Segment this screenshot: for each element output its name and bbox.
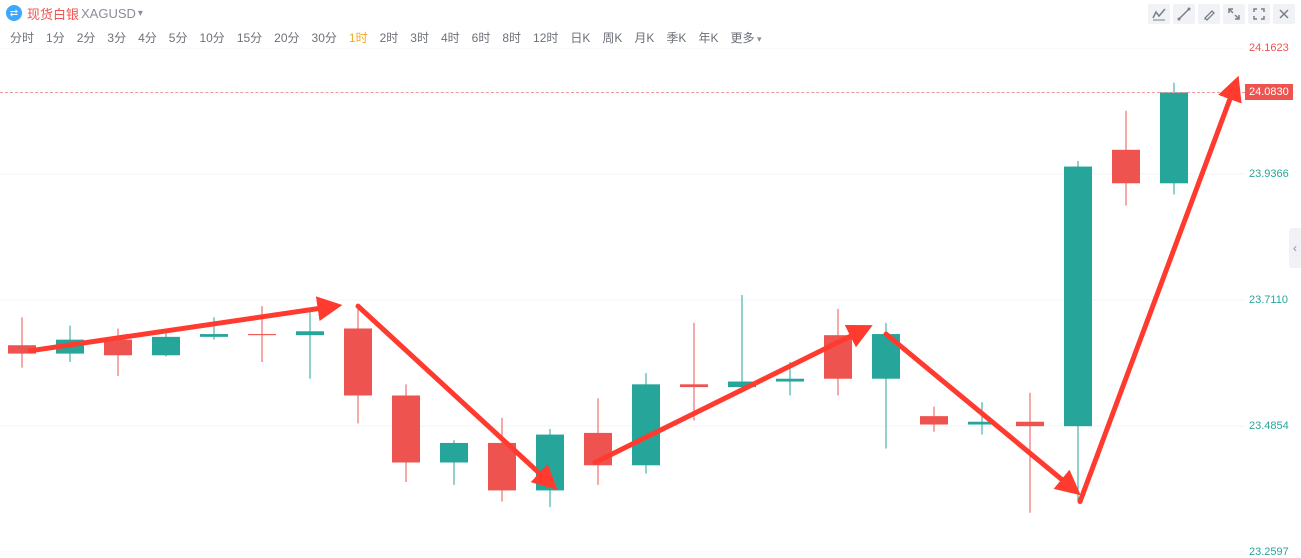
brush-icon[interactable] xyxy=(1198,4,1220,24)
timeframe-3分[interactable]: 3分 xyxy=(107,29,126,46)
y-tick-label: 23.4854 xyxy=(1249,420,1289,432)
timeframe-12时[interactable]: 12时 xyxy=(533,29,558,46)
timeframe-5分[interactable]: 5分 xyxy=(169,29,188,46)
candlestick-chart xyxy=(0,48,1245,552)
timeframe-more[interactable]: 更多 xyxy=(730,29,761,46)
timeframe-2时[interactable]: 2时 xyxy=(380,29,399,46)
close-icon[interactable] xyxy=(1273,4,1295,24)
indicator-icon[interactable] xyxy=(1148,4,1170,24)
timeframe-10分[interactable]: 10分 xyxy=(199,29,224,46)
drawings-icon[interactable] xyxy=(1173,4,1195,24)
timeframe-1分[interactable]: 1分 xyxy=(46,29,65,46)
asset-symbol: XAGUSD xyxy=(81,6,136,21)
side-expand-tab[interactable]: ‹ xyxy=(1289,228,1301,268)
asset-name-cn: 现货白银 xyxy=(27,4,79,23)
symbol-dropdown-icon[interactable]: ▾ xyxy=(138,8,143,19)
timeframe-15分[interactable]: 15分 xyxy=(237,29,262,46)
asset-badge-icon: ⇄ xyxy=(6,5,22,21)
timeframe-年K[interactable]: 年K xyxy=(698,29,718,46)
timeframe-20分[interactable]: 20分 xyxy=(274,29,299,46)
timeframe-分时[interactable]: 分时 xyxy=(10,29,34,46)
timeframe-bar: 分时 1分 2分 3分 4分 5分 10分 15分 20分 30分 1时 2时 3时 4时 6时 8时 12时日… xyxy=(0,26,1301,48)
timeframe-日K[interactable]: 日K xyxy=(570,29,590,46)
timeframe-1时[interactable]: 1时 xyxy=(349,29,368,46)
timeframe-季K[interactable]: 季K xyxy=(666,29,686,46)
fullscreen-icon[interactable] xyxy=(1248,4,1270,24)
timeframe-周K[interactable]: 周K xyxy=(602,29,622,46)
expand-icon[interactable] xyxy=(1223,4,1245,24)
timeframe-8时[interactable]: 8时 xyxy=(502,29,521,46)
chart-area[interactable] xyxy=(0,48,1245,552)
timeframe-月K[interactable]: 月K xyxy=(634,29,654,46)
timeframe-3时[interactable]: 3时 xyxy=(410,29,429,46)
y-tick-label: 24.1623 xyxy=(1249,42,1289,54)
y-tick-label: 23.9366 xyxy=(1249,168,1289,180)
toolbar xyxy=(1148,4,1295,24)
timeframe-4时[interactable]: 4时 xyxy=(441,29,460,46)
timeframe-6时[interactable]: 6时 xyxy=(472,29,491,46)
timeframe-30分[interactable]: 30分 xyxy=(312,29,337,46)
timeframe-4分[interactable]: 4分 xyxy=(138,29,157,46)
chart-header: ⇄ 现货白银 XAGUSD ▾ xyxy=(0,0,1301,26)
last-price-line xyxy=(0,92,1245,93)
y-tick-label: 23.7110 xyxy=(1249,294,1288,306)
timeframe-2分[interactable]: 2分 xyxy=(77,29,96,46)
y-tick-label: 23.2597 xyxy=(1249,546,1289,558)
last-price-tag: 24.0830 xyxy=(1245,84,1293,100)
y-axis: 24.162323.936623.711023.485423.259724.08… xyxy=(1245,48,1301,552)
